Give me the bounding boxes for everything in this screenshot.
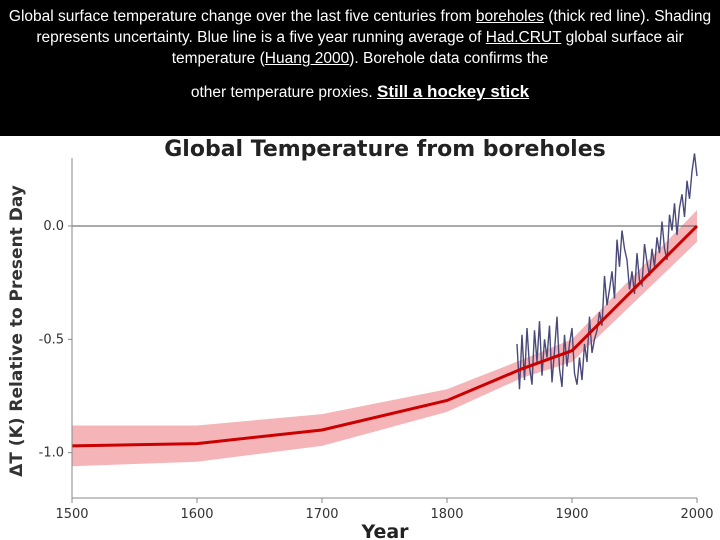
hadcrut-link[interactable]: Had.CRUT bbox=[485, 29, 562, 46]
caption-part-3: global surface air temperature ( bbox=[171, 29, 684, 67]
huang-2000-link[interactable]: Huang 2000 bbox=[264, 50, 350, 67]
borehole-chart: Global Temperature from boreholes 1500 16… bbox=[7, 137, 714, 540]
plot-area: 1500 1600 1700 1800 1900 2000 0.0 -0.5 -1.0 bbox=[39, 153, 714, 522]
x-axis-label: Year bbox=[360, 521, 409, 540]
caption-part-1: Global surface temperature change over t… bbox=[8, 8, 476, 25]
x-tick-label: 1900 bbox=[555, 507, 588, 522]
y-tick-label: 0.0 bbox=[43, 219, 64, 234]
borehole-series-line bbox=[71, 224, 699, 448]
x-tick-label: 1800 bbox=[430, 507, 463, 522]
y-tick-label: -1.0 bbox=[39, 446, 64, 461]
caption-emphasis: Still a hockey stick bbox=[376, 82, 530, 101]
caption-banner: Global surface temperature change over t… bbox=[0, 0, 720, 136]
x-tick-label: 1600 bbox=[180, 507, 213, 522]
y-tick-label: -0.5 bbox=[39, 332, 64, 347]
hadcrut-series-line bbox=[516, 153, 698, 390]
caption-part-2: (thick red line). Shading represents unc… bbox=[36, 8, 712, 46]
caption-part-4: ). Borehole data confirms the bbox=[349, 50, 549, 67]
caption-text: Global surface temperature change over t… bbox=[8, 6, 712, 69]
x-tick-label: 1500 bbox=[55, 507, 88, 522]
y-axis-label: ΔT (K) Relative to Present Day bbox=[7, 185, 27, 477]
x-tick-label: 2000 bbox=[680, 507, 713, 522]
caption-part-5: other temperature proxies. bbox=[190, 84, 373, 101]
x-tick-label: 1700 bbox=[305, 507, 338, 522]
caption-conclusion: other temperature proxies. Still a hocke… bbox=[8, 81, 712, 104]
chart-title: Global Temperature from boreholes bbox=[164, 137, 606, 162]
boreholes-link[interactable]: boreholes bbox=[475, 8, 544, 25]
uncertainty-band bbox=[72, 210, 697, 467]
